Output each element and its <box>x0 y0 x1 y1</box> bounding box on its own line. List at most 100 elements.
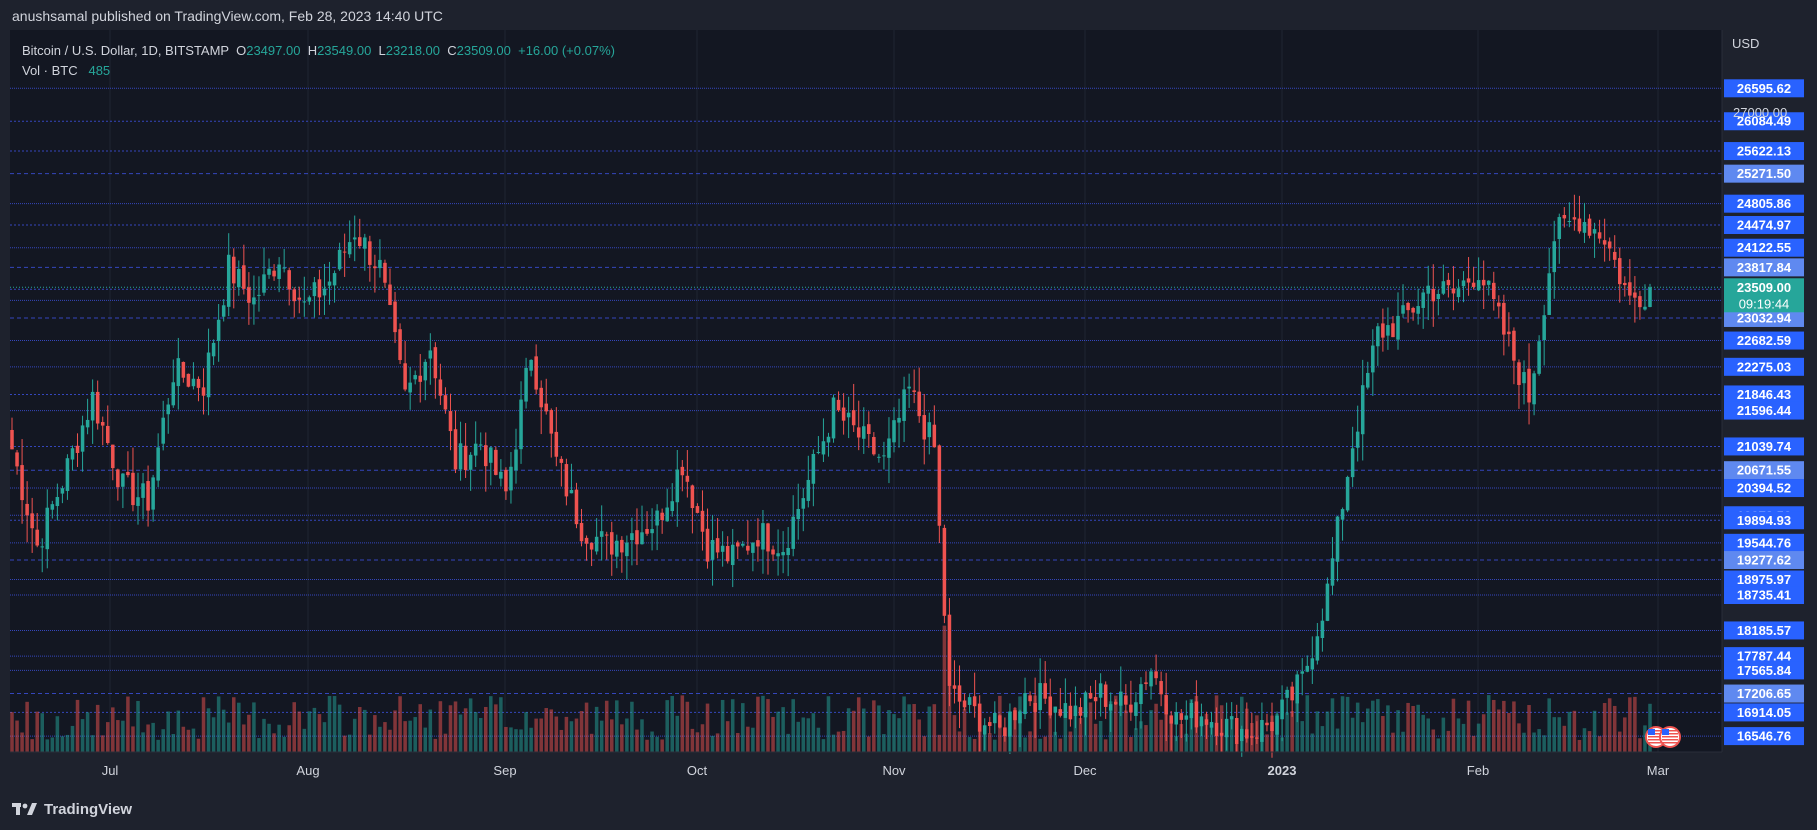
candle-body[interactable] <box>564 464 569 497</box>
candle-body[interactable] <box>1517 362 1521 385</box>
candle-body[interactable] <box>1421 292 1425 308</box>
candle-body[interactable] <box>892 420 896 443</box>
candle-body[interactable] <box>1381 323 1385 338</box>
candle-body[interactable] <box>1305 665 1310 672</box>
candle-body[interactable] <box>519 399 523 450</box>
candle-body[interactable] <box>458 443 463 470</box>
candle-body[interactable] <box>1159 681 1163 695</box>
candle-body[interactable] <box>831 397 836 439</box>
candle-body[interactable] <box>352 237 357 240</box>
candle-body[interactable] <box>206 352 211 398</box>
candle-body[interactable] <box>418 375 423 382</box>
candle-body[interactable] <box>796 508 801 520</box>
candle-body[interactable] <box>836 399 841 411</box>
candle-body[interactable] <box>851 410 856 426</box>
candle-body[interactable] <box>574 489 579 525</box>
candle-body[interactable] <box>262 274 266 293</box>
candle-body[interactable] <box>887 438 891 458</box>
candle-body[interactable] <box>226 254 231 307</box>
candle-body[interactable] <box>95 391 100 424</box>
candle-body[interactable] <box>761 523 765 550</box>
candle-body[interactable] <box>1416 306 1420 314</box>
candle-body[interactable] <box>478 444 483 446</box>
candle-body[interactable] <box>307 297 312 302</box>
candle-body[interactable] <box>665 507 669 522</box>
candle-body[interactable] <box>1406 302 1410 311</box>
candle-body[interactable] <box>786 547 790 556</box>
candle-body[interactable] <box>589 542 594 550</box>
candle-body[interactable] <box>1038 683 1042 711</box>
candle-body[interactable] <box>710 540 715 560</box>
candle-body[interactable] <box>408 382 412 393</box>
candle-body[interactable] <box>615 540 619 557</box>
candle-body[interactable] <box>645 529 649 534</box>
candle-body[interactable] <box>80 425 85 452</box>
candle-body[interactable] <box>1008 711 1012 737</box>
candle-body[interactable] <box>685 475 690 482</box>
candle-body[interactable] <box>625 542 629 557</box>
candle-body[interactable] <box>1355 431 1360 448</box>
candle-body[interactable] <box>1476 280 1481 291</box>
candle-body[interactable] <box>383 262 387 283</box>
candle-body[interactable] <box>277 264 281 279</box>
candle-body[interactable] <box>1547 273 1551 315</box>
candle-body[interactable] <box>675 469 680 503</box>
candle-body[interactable] <box>1340 509 1345 520</box>
candle-body[interactable] <box>1345 476 1350 511</box>
candle-body[interactable] <box>942 527 947 616</box>
candle-body[interactable] <box>463 445 468 471</box>
candle-body[interactable] <box>1028 695 1032 702</box>
candle-body[interactable] <box>735 542 740 547</box>
candle-body[interactable] <box>438 379 443 396</box>
candle-body[interactable] <box>423 361 428 381</box>
candle-body[interactable] <box>872 437 876 455</box>
candle-body[interactable] <box>821 441 826 455</box>
candle-body[interactable] <box>1119 691 1123 706</box>
candle-body[interactable] <box>791 516 795 549</box>
candle-body[interactable] <box>1602 240 1607 245</box>
candle-body[interactable] <box>393 301 397 333</box>
candle-body[interactable] <box>45 507 50 550</box>
candle-body[interactable] <box>861 426 866 439</box>
candle-body[interactable] <box>65 458 70 491</box>
candle-body[interactable] <box>1310 658 1315 670</box>
candle-body[interactable] <box>448 411 453 432</box>
candle-body[interactable] <box>10 429 14 450</box>
candle-body[interactable] <box>191 378 196 387</box>
candle-body[interactable] <box>1113 701 1118 705</box>
candle-body[interactable] <box>1073 705 1078 717</box>
candle-body[interactable] <box>579 522 584 542</box>
candle-body[interactable] <box>1068 705 1073 720</box>
candle-body[interactable] <box>267 268 271 275</box>
candle-body[interactable] <box>242 265 246 289</box>
candle-body[interactable] <box>811 453 816 484</box>
candle-body[interactable] <box>1376 326 1380 347</box>
candle-body[interactable] <box>237 269 241 288</box>
candle-body[interactable] <box>85 419 90 428</box>
candle-body[interactable] <box>1184 715 1189 720</box>
candle-body[interactable] <box>489 447 493 463</box>
candle-body[interactable] <box>1078 707 1083 716</box>
candle-body[interactable] <box>806 479 811 501</box>
candle-body[interactable] <box>902 389 906 421</box>
candle-body[interactable] <box>907 386 911 389</box>
candle-body[interactable] <box>1592 229 1597 234</box>
candle-body[interactable] <box>1507 331 1511 335</box>
candle-body[interactable] <box>569 489 574 494</box>
candle-body[interactable] <box>720 545 725 552</box>
candle-body[interactable] <box>50 504 55 510</box>
candle-body[interactable] <box>1048 696 1053 716</box>
candle-body[interactable] <box>826 436 831 443</box>
candle-body[interactable] <box>1643 306 1647 310</box>
candle-body[interactable] <box>766 523 770 552</box>
candle-body[interactable] <box>55 497 60 507</box>
candle-body[interactable] <box>287 270 291 290</box>
candle-body[interactable] <box>312 282 317 297</box>
candle-body[interactable] <box>1582 222 1587 233</box>
candle-body[interactable] <box>584 537 589 544</box>
candle-body[interactable] <box>231 256 236 284</box>
candle-body[interactable] <box>1265 722 1269 726</box>
candle-body[interactable] <box>1577 218 1582 232</box>
candle-body[interactable] <box>599 531 604 537</box>
candle-body[interactable] <box>494 449 498 475</box>
